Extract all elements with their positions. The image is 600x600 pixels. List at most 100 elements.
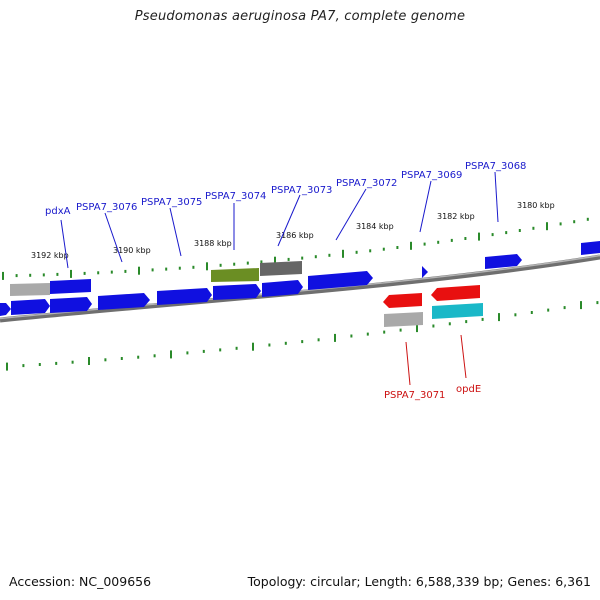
feature-grey-1[interactable] [10,283,50,296]
outer-tick [2,271,4,280]
outer-tick [165,267,168,271]
inner-tick [71,360,74,364]
label-leaders [60,171,499,386]
outer-tick [505,231,508,235]
outer-tick [151,268,154,272]
outer-tick [478,232,480,241]
map-title: Pseudomonas aeruginosa PA7, complete gen… [134,9,466,24]
forward-features-row2 [0,280,303,316]
outer-tick [586,217,589,221]
label-opdE[interactable]: opdE [456,384,481,395]
scale-label-3190: 3190 kbp [113,246,151,255]
inner-tick [22,364,25,368]
outer-tick [518,229,521,232]
label-PSPA7_3072[interactable]: PSPA7_3072 [336,178,397,189]
outer-tick [301,256,304,260]
inner-tick [170,350,172,359]
label-PSPA7_3074[interactable]: PSPA7_3074 [205,191,266,202]
outer-tick [410,241,412,250]
outer-tick [83,271,86,275]
inner-tick [563,306,566,310]
scale-label-3188: 3188 kbp [194,239,232,248]
feature-small-arrow[interactable] [422,266,428,278]
inner-tick [350,334,353,338]
inner-tick [235,346,238,350]
inner-tick [104,358,107,362]
outer-tick [70,269,72,278]
feature-PSPA7_3072-body[interactable] [308,271,373,290]
inner-tick [432,324,435,328]
label-PSPA7_3069[interactable]: PSPA7_3069 [401,170,462,181]
scale-ticks-inner [6,301,599,371]
genome-summary-text: Topology: circular; Length: 6,588,339 bp… [247,574,591,589]
inner-tick [317,338,320,342]
label-pdxA[interactable]: pdxA [45,206,71,217]
forward-features-row1 [10,241,600,296]
scale-label-3182: 3182 kbp [437,212,475,221]
outer-tick [287,257,290,261]
outer-tick [559,222,562,226]
label-PSPA7_3076[interactable]: PSPA7_3076 [76,202,137,213]
label-PSPA7_3073[interactable]: PSPA7_3073 [271,185,332,196]
outer-tick [56,272,59,276]
outer-tick [97,271,100,275]
outer-tick [546,222,548,231]
outer-tick [355,250,358,254]
outer-tick [178,266,181,270]
feature-row2-c[interactable] [213,284,261,300]
outer-tick [464,237,467,240]
inner-tick [202,349,205,353]
outer-tick [138,266,140,275]
feature-PSPA7_3073-body[interactable] [260,261,302,276]
feature-row2-a[interactable] [11,299,50,315]
feature-PSPA7_3074-body[interactable] [211,268,259,282]
inner-tick [153,354,156,358]
feature-pdxA[interactable] [50,279,91,294]
label-PSPA7_3075[interactable]: PSPA7_3075 [141,197,202,208]
outer-tick [382,247,385,251]
feature-row2-d[interactable] [262,280,303,297]
inner-tick [334,333,336,342]
scale-label-3186: 3186 kbp [276,231,314,240]
inner-tick [399,328,402,332]
feature-PSPA7_3075-body[interactable] [157,288,212,305]
feature-cyan[interactable] [432,303,483,319]
feature-PSPA7_3071-body[interactable] [383,293,422,308]
outer-tick [124,269,127,273]
outer-tick [491,233,494,237]
inner-tick [88,357,90,365]
outer-tick [342,249,344,258]
outer-tick [314,255,317,259]
inner-tick [120,357,123,360]
outer-tick [219,263,222,267]
label-PSPA7_3071[interactable]: PSPA7_3071 [384,390,445,401]
inner-tick [186,351,189,355]
inner-tick [448,322,451,326]
feature-edge-left[interactable] [0,303,11,316]
outer-tick [260,260,263,264]
outer-tick [246,261,249,265]
feature-grey-2[interactable] [384,312,423,327]
outer-tick [450,238,453,242]
feature-edge-right[interactable] [581,241,600,255]
inner-tick [416,324,418,333]
inner-tick [366,332,369,336]
scale-label-3180: 3180 kbp [517,201,555,210]
outer-tick [328,253,331,257]
outer-tick [423,242,426,246]
feature-PSPA7_3068-body[interactable] [485,254,522,269]
outer-tick [110,270,113,274]
scale-ticks-outer [2,217,589,280]
inner-tick [219,348,222,352]
inner-tick [465,320,468,324]
scale-label-3192: 3192 kbp [31,251,69,260]
label-PSPA7_3068[interactable]: PSPA7_3068 [465,161,526,172]
feature-PSPA7_3076-body[interactable] [98,293,150,310]
outer-tick [369,249,372,253]
outer-tick [15,274,18,278]
inner-tick [530,311,533,314]
outer-tick [573,220,576,224]
feature-row2-b[interactable] [50,297,92,313]
inner-tick [301,340,304,344]
feature-opdE-body[interactable] [431,285,480,301]
